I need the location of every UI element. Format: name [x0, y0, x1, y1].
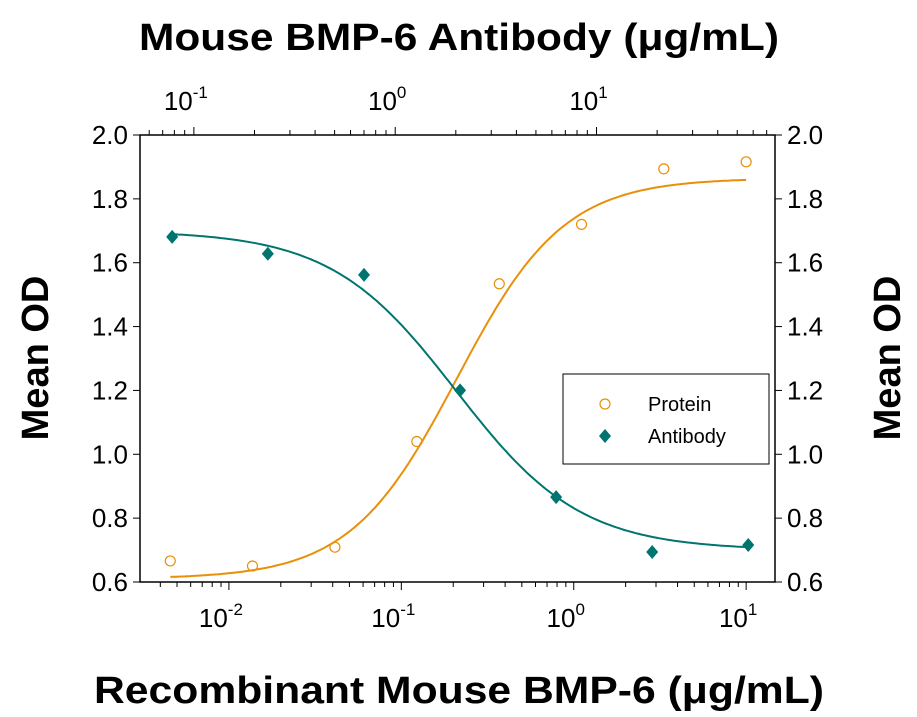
y-tick-label-right: 1.4 [787, 312, 823, 342]
bottom-x-tick-label: 10-2 [199, 600, 243, 633]
bottom-x-tick-label: 101 [719, 600, 757, 633]
y-tick-label-right: 1.6 [787, 248, 823, 278]
y-tick-label-left: 0.8 [92, 503, 128, 533]
data-point-protein [411, 435, 423, 448]
legend-marker-antibody [599, 429, 611, 443]
y-tick-label-left: 2.0 [92, 120, 128, 150]
top-x-tick-label: 10-1 [164, 83, 208, 116]
bottom-x-tick-exponent: 0 [575, 600, 584, 619]
data-point-protein [246, 560, 259, 572]
data-point-protein [164, 555, 176, 567]
plot-frame [139, 134, 776, 583]
data-point-antibody [166, 229, 179, 244]
data-point-antibody [454, 383, 467, 398]
bottom-axis-title: Recombinant Mouse BMP-6 (μg/mL) [94, 670, 824, 712]
right-y-axis-title: Mean OD [867, 276, 909, 441]
bottom-x-tick-exponent: 1 [748, 600, 757, 619]
y-tick-label-right: 1.0 [787, 439, 823, 469]
legend-marker-protein [599, 398, 611, 410]
data-point-protein [329, 541, 341, 553]
data-point-protein [658, 163, 670, 175]
data-points [164, 156, 755, 572]
data-point-protein [575, 218, 588, 230]
y-tick-label-right: 0.8 [787, 503, 823, 533]
y-tick-label-left: 1.8 [92, 184, 128, 214]
legend: Protein Antibody [562, 373, 770, 465]
left-y-axis-title: Mean OD [15, 276, 57, 441]
data-point-antibody [550, 490, 563, 505]
y-tick-label-left: 1.4 [92, 312, 128, 342]
top-x-tick-exponent: 0 [397, 83, 406, 102]
y-tick-label-right: 0.6 [787, 567, 823, 597]
y-tick-label-left: 1.0 [92, 439, 128, 469]
top-x-tick-exponent: 1 [598, 83, 607, 102]
bottom-x-tick-label: 100 [547, 600, 585, 633]
y-tick-label-left: 1.2 [92, 375, 128, 405]
data-point-antibody [742, 537, 755, 552]
data-point-protein [493, 278, 505, 290]
data-point-antibody [646, 544, 659, 559]
legend-label-antibody: Antibody [648, 426, 726, 448]
bottom-x-tick-label: 10-1 [371, 600, 415, 633]
data-point-antibody [358, 267, 371, 282]
legend-box [562, 373, 770, 465]
fit-curve-protein [170, 178, 747, 578]
data-point-protein [740, 156, 752, 168]
legend-label-protein: Protein [648, 394, 711, 416]
y-tick-label-right: 2.0 [787, 120, 823, 150]
bottom-x-tick-exponent: -2 [228, 600, 243, 619]
bottom-x-tick-exponent: -1 [400, 600, 415, 619]
y-tick-label-right: 1.2 [787, 375, 823, 405]
top-x-tick-label: 101 [569, 83, 607, 116]
y-tick-label-right: 1.8 [787, 184, 823, 214]
data-point-antibody [261, 246, 274, 261]
top-x-tick-label: 100 [368, 83, 406, 116]
top-axis-title: Mouse BMP-6 Antibody (μg/mL) [139, 17, 779, 59]
y-tick-label-left: 1.6 [92, 248, 128, 278]
top-x-tick-exponent: -1 [193, 83, 208, 102]
axes: 0.6 0.6 0.8 0.8 1.0 1.0 1.2 1.2 1.4 1.4 1.6 1.6 1.8 1… [92, 83, 823, 633]
y-tick-label-left: 0.6 [92, 567, 128, 597]
